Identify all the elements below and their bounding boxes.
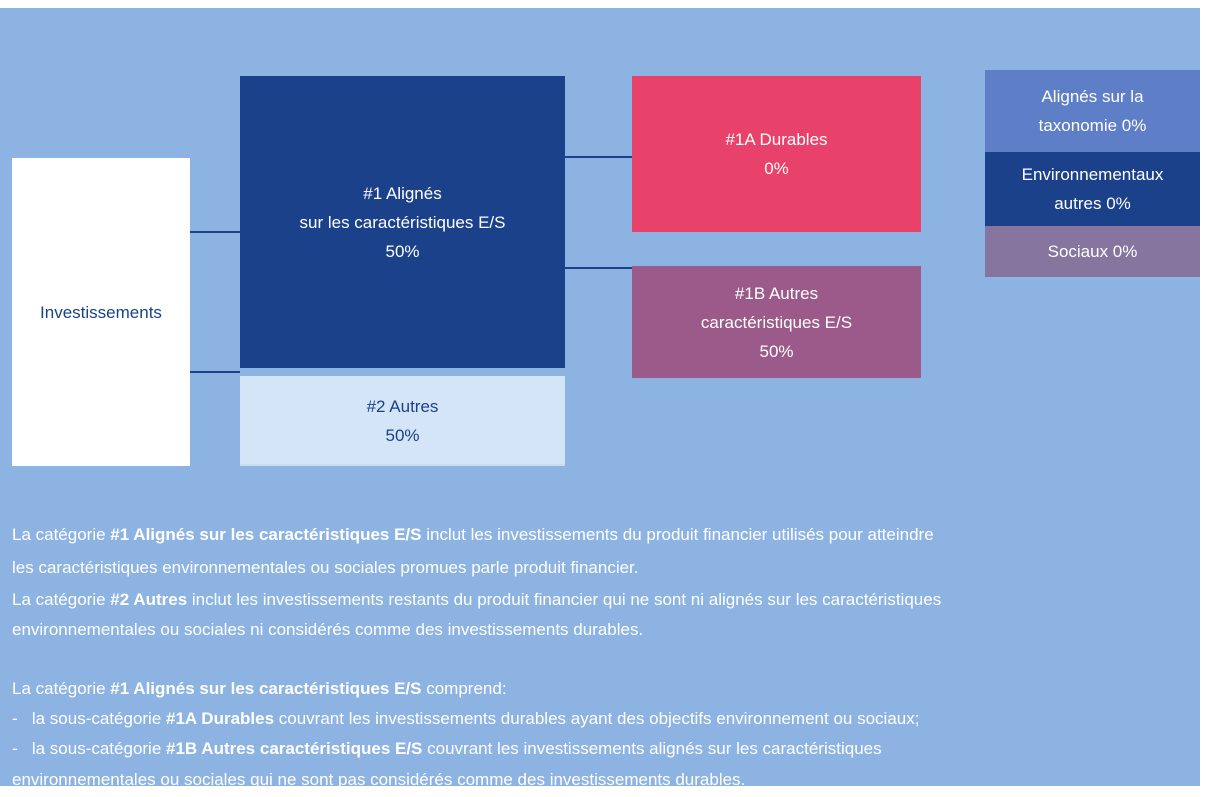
text: - la sous-catégorie	[12, 739, 167, 758]
node-box: Sociaux 0%	[985, 226, 1200, 277]
node-label: #1B Autres	[734, 283, 819, 303]
node-box: Investissements	[12, 158, 190, 466]
node-label: #1A Durables	[725, 130, 828, 149]
text: comprend:	[421, 679, 507, 698]
text: les caractéristiques environnementales o…	[12, 558, 639, 577]
node-label: #2 Autres	[366, 397, 439, 416]
bold-text: #1 Alignés sur les caractéristiques E/S	[110, 679, 422, 698]
text-line: - la sous-catégorie #1A Durables couvran…	[12, 709, 919, 729]
node-box: Environnementaux autres 0%	[985, 152, 1200, 226]
bold-text: #1 Alignés sur les caractéristiques E/S	[110, 525, 422, 544]
node-label: sur les caractéristiques E/S	[299, 212, 506, 232]
node-label: autres 0%	[1054, 194, 1131, 213]
text-line: La catégorie #1 Alignés sur les caractér…	[12, 679, 507, 699]
bold-text: #1B Autres caractéristiques E/S	[166, 739, 423, 758]
bold-text: #2 Autres	[110, 590, 188, 609]
text: inclut les investissements restants du p…	[187, 590, 942, 609]
node-label: Investissements	[40, 302, 162, 322]
node-label: Alignés sur la	[1041, 87, 1144, 106]
node-box: #1A Durables 0%	[632, 76, 921, 232]
node-label: 50%	[385, 426, 420, 445]
node-box: #1 Alignés sur les caractéristiques E/S 50…	[240, 76, 565, 368]
text-line: La catégorie #2 Autres inclut les invest…	[12, 590, 941, 610]
text: - la sous-catégorie	[12, 709, 167, 728]
text-line: les caractéristiques environnementales o…	[12, 558, 639, 578]
text: inclut les investissements du produit fi…	[421, 525, 934, 544]
connector	[565, 267, 632, 269]
text: couvrant les investissements alignés sur…	[422, 739, 882, 758]
node-label: #1 Alignés	[363, 183, 442, 203]
text-line: environnementales ou sociales ni considé…	[12, 620, 643, 640]
connector	[190, 231, 240, 233]
connector	[565, 156, 632, 158]
node-label: Sociaux 0%	[1047, 242, 1138, 261]
text-line: - la sous-catégorie #1B Autres caractéri…	[12, 739, 882, 759]
text: environnementales ou sociales ni considé…	[12, 620, 644, 639]
text: La catégorie	[12, 590, 111, 609]
text-line: La catégorie #1 Alignés sur les caractér…	[12, 525, 934, 545]
text: La catégorie	[12, 679, 111, 698]
node-box: Alignés sur la taxonomie 0%	[985, 70, 1200, 152]
text: couvrant les investissements durables ay…	[274, 709, 920, 728]
connector	[190, 371, 240, 373]
node-label: Environnementaux	[1021, 165, 1164, 184]
node-label: caractéristiques E/S	[700, 312, 853, 332]
text-line: environnementales ou sociales qui ne son…	[12, 770, 745, 790]
text: La catégorie	[12, 525, 111, 544]
node-label: 50%	[759, 341, 794, 361]
node-box: #2 Autres 50%	[240, 376, 565, 466]
node-box: #1B Autres caractéristiques E/S 50%	[632, 266, 921, 378]
text: environnementales ou sociales qui ne son…	[12, 770, 746, 789]
node-label: 0%	[764, 159, 789, 178]
node-label: taxonomie 0%	[1038, 116, 1147, 135]
node-label: 50%	[385, 241, 420, 261]
bold-text: #1A Durables	[166, 709, 275, 728]
